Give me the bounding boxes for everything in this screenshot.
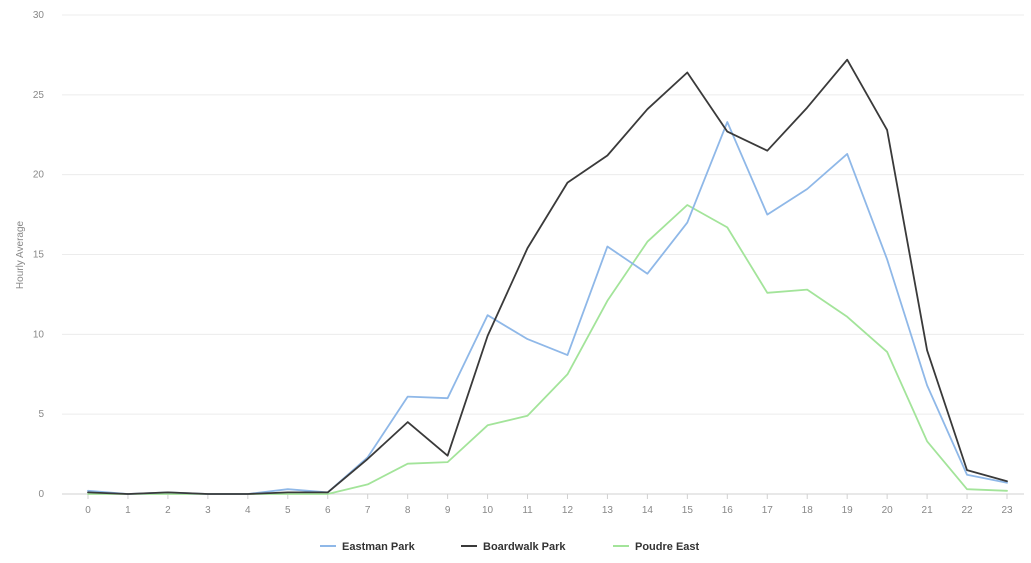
x-tick-label: 21 [922,505,934,516]
y-tick-label: 25 [33,90,45,101]
x-tick-label: 0 [85,505,91,516]
x-tick-label: 19 [842,505,854,516]
x-tick-label: 15 [682,505,694,516]
x-tick-label: 14 [642,505,654,516]
x-tick-label: 12 [562,505,574,516]
x-tick-label: 16 [722,505,734,516]
legend-label-boardwalk-park: Boardwalk Park [483,541,566,553]
y-axis-title: Hourly Average [15,220,26,289]
x-tick-label: 4 [245,505,251,516]
x-tick-label: 7 [365,505,371,516]
legend-label-poudre-east: Poudre East [635,541,700,553]
series-line-boardwalk-park [87,58,1008,495]
legend: Eastman Park Boardwalk Park Poudre East [320,541,700,553]
x-tick-label: 10 [482,505,494,516]
x-tick-label: 22 [961,505,973,516]
y-tick-label: 10 [33,329,45,340]
x-tick-label: 18 [802,505,814,516]
series-line-poudre-east [87,204,1008,495]
y-tick-label: 30 [33,10,45,21]
gridlines [62,14,1024,415]
x-tick-label: 20 [882,505,894,516]
y-tick-label: 20 [33,170,45,181]
series-lines [87,58,1008,495]
y-tick-label: 0 [38,489,44,500]
x-tick-label: 3 [205,505,211,516]
legend-label-eastman-park: Eastman Park [342,541,416,553]
x-axis: 0 1 2 3 4 5 6 7 8 9 10 11 12 13 14 15 16 17 18 19 20 21 22 23 [62,493,1024,516]
x-tick-label: 2 [165,505,171,516]
y-tick-label: 15 [33,250,45,261]
x-tick-label: 11 [522,505,533,516]
x-tick-label: 17 [762,505,774,516]
y-tick-label: 5 [38,409,44,420]
x-tick-label: 1 [125,505,131,516]
x-tick-label: 13 [602,505,614,516]
x-tick-label: 23 [1001,505,1013,516]
x-tick-label: 9 [445,505,451,516]
y-axis: 0 5 10 15 20 25 30 [33,10,45,500]
x-tick-label: 6 [325,505,331,516]
series-line-eastman-park [87,121,1008,495]
x-tick-label: 5 [285,505,291,516]
x-tick-label: 8 [405,505,411,516]
